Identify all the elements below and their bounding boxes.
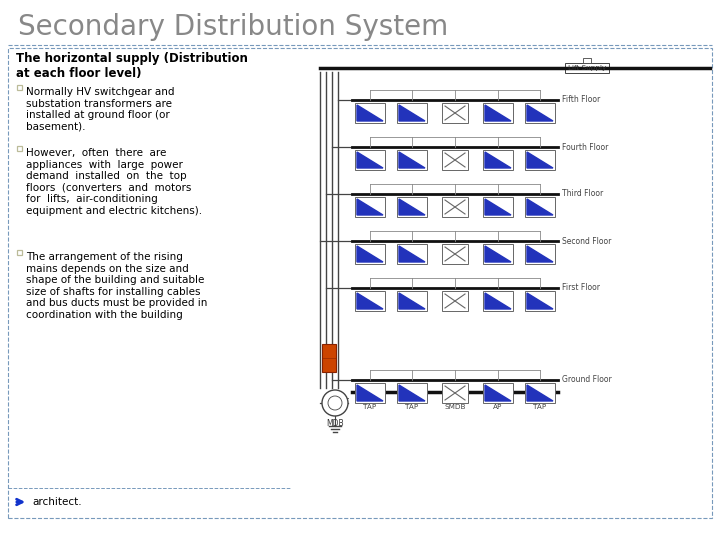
Bar [442, 150, 468, 170]
Text: Second Floor: Second Floor [562, 237, 611, 246]
Bar [397, 150, 427, 170]
Bar [483, 383, 513, 403]
Polygon shape [399, 385, 425, 401]
Bar [442, 383, 468, 403]
Bar [525, 291, 555, 311]
Polygon shape [399, 246, 425, 262]
Polygon shape [485, 385, 511, 401]
Bar [17, 85, 22, 90]
Text: SMDB: SMDB [444, 404, 466, 410]
Text: MDB: MDB [326, 419, 344, 428]
Text: However,  often  there  are
appliances  with  large  power
demand  installed  on: However, often there are appliances with… [26, 148, 202, 216]
Text: Third Floor: Third Floor [562, 190, 603, 199]
Bar [483, 291, 513, 311]
Bar [525, 383, 555, 403]
Text: architect.: architect. [32, 497, 81, 507]
Text: Normally HV switchgear and
substation transformers are
installed at ground floor: Normally HV switchgear and substation tr… [26, 87, 174, 132]
Polygon shape [357, 293, 383, 309]
Polygon shape [485, 199, 511, 215]
Bar [525, 197, 555, 217]
Text: Fifth Floor: Fifth Floor [562, 96, 600, 105]
Bar [483, 197, 513, 217]
Bar [483, 244, 513, 264]
Bar [483, 150, 513, 170]
Bar [442, 103, 468, 123]
Polygon shape [485, 152, 511, 168]
Text: TAP: TAP [364, 404, 377, 410]
Bar [442, 291, 468, 311]
Circle shape [322, 390, 348, 416]
Polygon shape [399, 293, 425, 309]
Text: The arrangement of the rising
mains depends on the size and
shape of the buildin: The arrangement of the rising mains depe… [26, 252, 207, 320]
Text: The horizontal supply (Distribution
at each floor level): The horizontal supply (Distribution at e… [16, 52, 248, 80]
Bar [583, 58, 591, 63]
Bar [355, 291, 385, 311]
Bar [483, 103, 513, 123]
Bar [322, 344, 336, 372]
Circle shape [328, 396, 342, 410]
Bar [17, 250, 22, 255]
Bar [565, 63, 609, 73]
Bar [442, 197, 468, 217]
Text: First Floor: First Floor [562, 284, 600, 293]
Bar [355, 103, 385, 123]
Bar [442, 244, 468, 264]
Polygon shape [527, 152, 553, 168]
Polygon shape [399, 199, 425, 215]
Polygon shape [357, 385, 383, 401]
Polygon shape [527, 105, 553, 121]
Polygon shape [357, 199, 383, 215]
Text: TAP: TAP [405, 404, 418, 410]
Bar [17, 146, 22, 151]
Polygon shape [357, 246, 383, 262]
Text: AP: AP [493, 404, 503, 410]
Polygon shape [485, 246, 511, 262]
Bar [525, 150, 555, 170]
Bar [525, 244, 555, 264]
Text: Ground Floor: Ground Floor [562, 375, 612, 384]
Polygon shape [527, 199, 553, 215]
Text: Lift Supply: Lift Supply [568, 65, 606, 71]
Bar [355, 244, 385, 264]
Bar [355, 150, 385, 170]
Polygon shape [399, 152, 425, 168]
Polygon shape [527, 246, 553, 262]
Bar [397, 244, 427, 264]
Bar [397, 103, 427, 123]
Bar [397, 383, 427, 403]
Bar [397, 197, 427, 217]
Bar [355, 197, 385, 217]
Polygon shape [485, 105, 511, 121]
Polygon shape [357, 105, 383, 121]
Text: TAP: TAP [534, 404, 546, 410]
Text: Fourth Floor: Fourth Floor [562, 143, 608, 152]
Bar [355, 383, 385, 403]
Text: Secondary Distribution System: Secondary Distribution System [18, 13, 449, 41]
Bar [397, 291, 427, 311]
Polygon shape [399, 105, 425, 121]
Bar [525, 103, 555, 123]
Polygon shape [485, 293, 511, 309]
Polygon shape [527, 293, 553, 309]
Polygon shape [527, 385, 553, 401]
Polygon shape [357, 152, 383, 168]
